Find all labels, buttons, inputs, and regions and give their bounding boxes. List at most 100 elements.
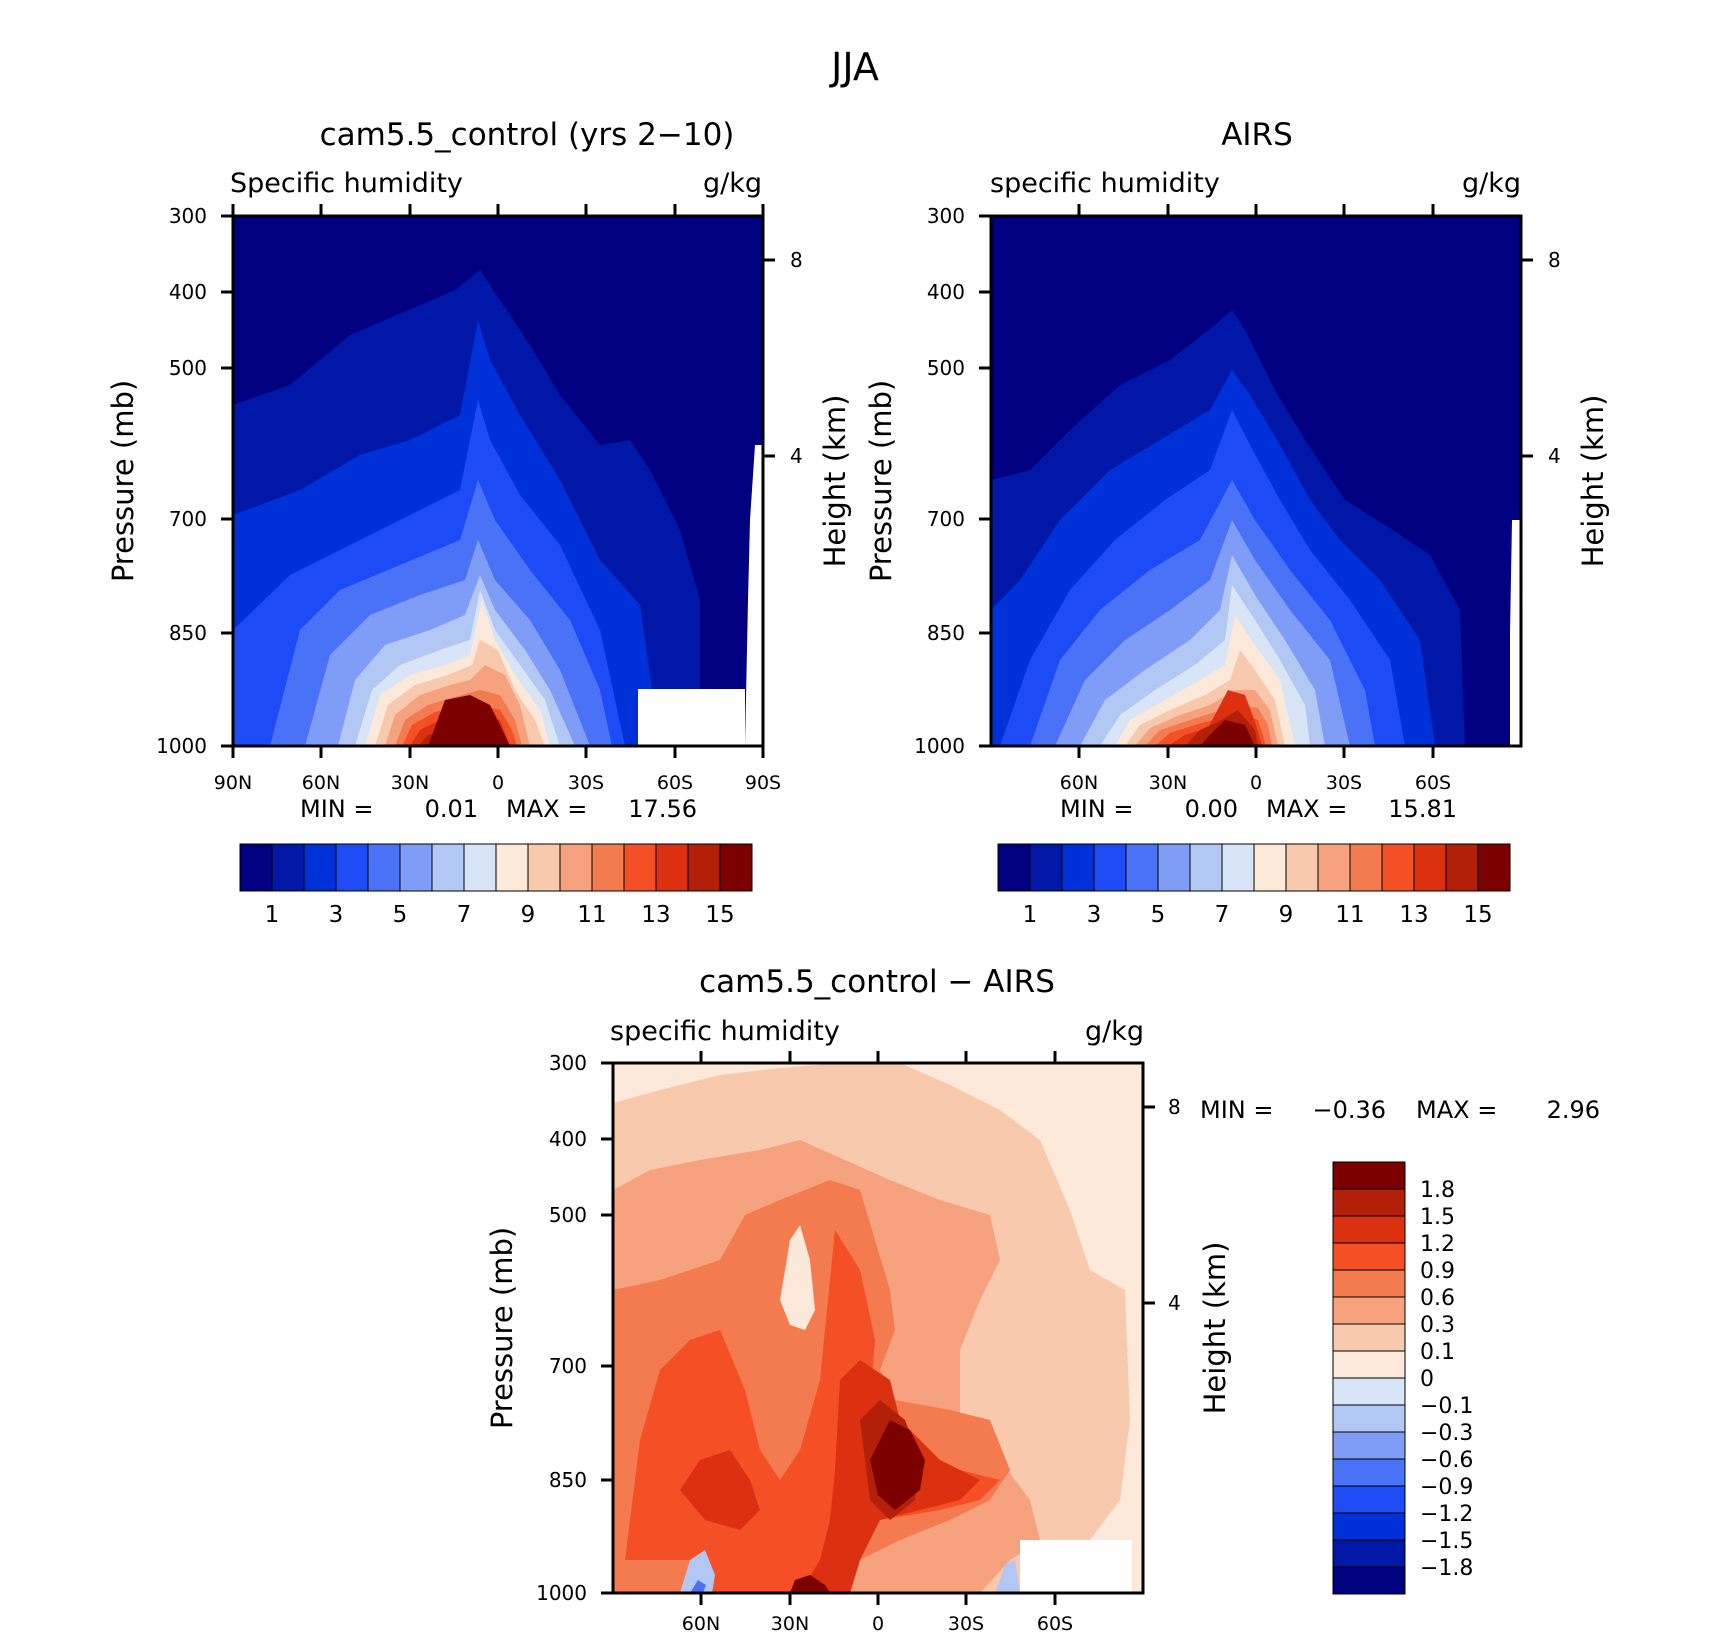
contour-band-16 bbox=[1200, 720, 1255, 746]
contour-band-13 bbox=[995, 1560, 1020, 1593]
colorbar-box bbox=[1332, 1404, 1406, 1433]
colorbar-box bbox=[527, 843, 561, 892]
panel-diff-colorbar: 1.8 1.5 1.2 0.9 0.6 0.3 0.1 0 −0.1 −0.3 … bbox=[1332, 1161, 1473, 1595]
colorbar-box bbox=[463, 843, 497, 892]
colorbar-label: 1.8 bbox=[1420, 1178, 1455, 1203]
missing-data-mask-edge bbox=[745, 445, 762, 746]
colorbar-box bbox=[399, 843, 433, 892]
panel-obs-ylabel: Pressure (mb) bbox=[864, 380, 898, 582]
panel-obs-y-axis-right: 8 4 bbox=[1521, 248, 1561, 468]
colorbar-box bbox=[1349, 843, 1383, 892]
panel-model-x-axis: 90N 60N 30N 0 30S 60S 90S bbox=[214, 204, 781, 794]
colorbar-label: 5 bbox=[1151, 902, 1166, 928]
colorbar-label: 1.2 bbox=[1420, 1232, 1455, 1257]
colorbar-box bbox=[1253, 843, 1287, 892]
colorbar-label: 0.3 bbox=[1420, 1313, 1455, 1338]
y-tick-label: 700 bbox=[549, 1354, 587, 1378]
colorbar-box bbox=[1332, 1431, 1406, 1460]
y-tick-label: 300 bbox=[549, 1051, 587, 1075]
x-tick-label: 30N bbox=[771, 1613, 809, 1635]
colorbar-box bbox=[997, 843, 1031, 892]
max-value: 17.56 bbox=[628, 795, 697, 823]
panel-obs-title: AIRS bbox=[1221, 117, 1293, 153]
y-tick-label: 500 bbox=[549, 1203, 587, 1227]
colorbar-box bbox=[1157, 843, 1191, 892]
y-tick-label: 300 bbox=[927, 204, 965, 228]
x-tick-label: 60S bbox=[657, 772, 693, 794]
colorbar-box bbox=[591, 843, 625, 892]
y-tick-label: 850 bbox=[549, 1468, 587, 1492]
colorbar-box bbox=[1332, 1323, 1406, 1352]
x-tick-label: 30S bbox=[948, 1613, 984, 1635]
panel-diff-y-axis-right: 8 4 bbox=[1143, 1095, 1181, 1315]
figure-title: JJA bbox=[829, 45, 879, 89]
colorbar-box bbox=[1332, 1539, 1406, 1568]
min-value: −0.36 bbox=[1312, 1096, 1386, 1124]
colorbar-box bbox=[495, 843, 529, 892]
colorbar-box bbox=[1332, 1377, 1406, 1406]
missing-data-mask bbox=[1510, 520, 1521, 746]
x-tick-label: 30N bbox=[391, 772, 429, 794]
colorbar-box bbox=[1332, 1512, 1406, 1541]
colorbar-label: 1 bbox=[265, 902, 280, 928]
x-tick-label: 60N bbox=[302, 772, 340, 794]
x-tick-label: 30S bbox=[568, 772, 604, 794]
colorbar-label: 13 bbox=[1399, 902, 1428, 928]
y-right-tick-label: 8 bbox=[1548, 248, 1561, 272]
colorbar-box bbox=[1445, 843, 1479, 892]
colorbar-box bbox=[655, 843, 689, 892]
min-value: 0.00 bbox=[1185, 795, 1238, 823]
x-tick-label: 90N bbox=[214, 772, 252, 794]
y-right-tick-label: 4 bbox=[1168, 1291, 1181, 1315]
max-label: MAX = bbox=[506, 795, 587, 823]
missing-data-mask bbox=[638, 689, 745, 746]
colorbar-label: 11 bbox=[1335, 902, 1364, 928]
colorbar-box bbox=[1189, 843, 1223, 892]
panel-model-y-axis-right: 8 4 bbox=[763, 248, 803, 468]
x-tick-label: 60N bbox=[682, 1613, 720, 1635]
colorbar-label: 15 bbox=[705, 902, 734, 928]
y-tick-label: 500 bbox=[169, 356, 207, 380]
colorbar-box bbox=[367, 843, 401, 892]
colorbar-box bbox=[271, 843, 305, 892]
panel-obs-ylabel-right: Height (km) bbox=[1576, 395, 1610, 568]
min-label: MIN = bbox=[1200, 1096, 1273, 1124]
colorbar-label: 7 bbox=[457, 902, 472, 928]
colorbar-box bbox=[335, 843, 369, 892]
colorbar-box bbox=[623, 843, 657, 892]
panel-obs-x-axis: 60N 30N 0 30S 60S bbox=[1060, 204, 1451, 794]
colorbar-label: 9 bbox=[1279, 902, 1294, 928]
panel-model-variable: Specific humidity bbox=[230, 168, 463, 199]
colorbar-box bbox=[1332, 1458, 1406, 1487]
colorbar-label: −0.6 bbox=[1420, 1448, 1473, 1473]
y-right-tick-label: 8 bbox=[1168, 1095, 1181, 1119]
panel-model-title: cam5.5_control (yrs 2−10) bbox=[320, 117, 735, 153]
colorbar-box bbox=[1332, 1566, 1406, 1595]
colorbar-label: 1 bbox=[1023, 902, 1038, 928]
panel-model-y-axis: 300 400 500 700 850 1000 bbox=[156, 204, 233, 758]
colorbar-box bbox=[1285, 843, 1319, 892]
contour-band-14 bbox=[780, 1225, 815, 1330]
panel-model-colorbar: 1 3 5 7 9 11 13 15 bbox=[239, 843, 753, 928]
x-tick-label: 60S bbox=[1037, 1613, 1073, 1635]
contour-band-9 bbox=[870, 1420, 925, 1510]
colorbar-box bbox=[1332, 1161, 1406, 1190]
colorbar-label: 0.9 bbox=[1420, 1259, 1455, 1284]
colorbar-box bbox=[1332, 1296, 1406, 1325]
colorbar-label: 3 bbox=[329, 902, 344, 928]
colorbar-label: −1.8 bbox=[1420, 1556, 1473, 1581]
x-tick-label: 30S bbox=[1326, 772, 1362, 794]
colorbar-label: 13 bbox=[641, 902, 670, 928]
colorbar-label: 9 bbox=[521, 902, 536, 928]
colorbar-box bbox=[1332, 1269, 1406, 1298]
colorbar-box bbox=[1477, 843, 1511, 892]
panel-obs-plot-area bbox=[989, 214, 1523, 748]
panel-obs-y-axis: 300 400 500 700 850 1000 bbox=[914, 204, 991, 758]
max-label: MAX = bbox=[1416, 1096, 1497, 1124]
colorbar-label: 15 bbox=[1463, 902, 1492, 928]
panel-diff-x-axis: 60N 30N 0 30S 60S bbox=[682, 1051, 1073, 1635]
colorbar-box bbox=[1221, 843, 1255, 892]
colorbar-label: −1.5 bbox=[1420, 1529, 1473, 1554]
min-label: MIN = bbox=[1060, 795, 1133, 823]
colorbar-box bbox=[719, 843, 753, 892]
